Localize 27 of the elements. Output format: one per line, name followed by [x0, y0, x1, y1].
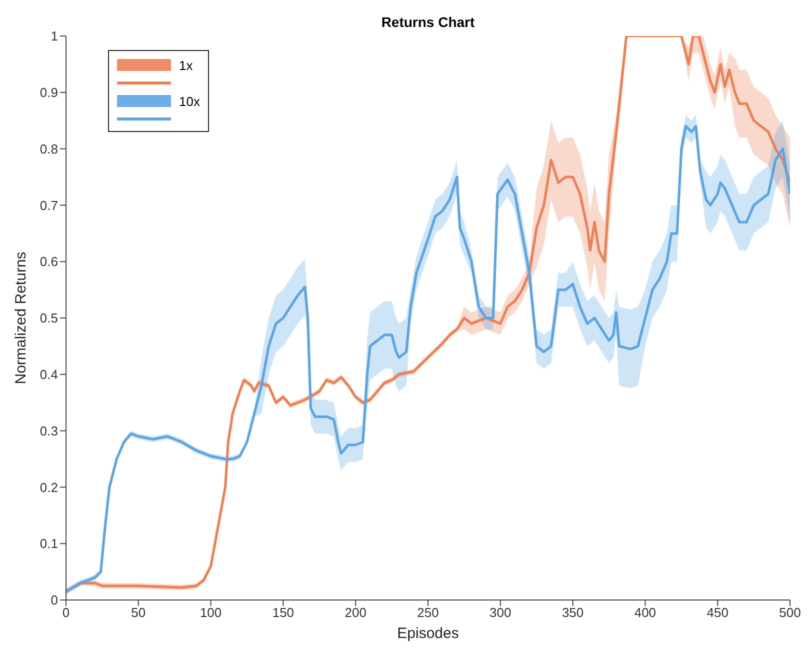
y-tick-label: 0.1	[40, 536, 58, 552]
y-tick-label: 0.7	[40, 198, 58, 213]
y-axis-title: Normalized Returns	[12, 252, 30, 384]
x-tick-label: 300	[490, 605, 512, 620]
y-tick-label: 0.2	[40, 480, 58, 495]
legend-label: 1x	[179, 58, 193, 72]
y-tick-label: 0.4	[40, 367, 58, 382]
x-tick-label: 450	[706, 605, 728, 620]
x-tick-label: 400	[634, 605, 656, 620]
y-tick-label: 0	[50, 592, 58, 608]
x-tick-label: 150	[272, 605, 294, 620]
y-tick-label: 0.3	[40, 423, 58, 438]
y-tick-label: 1	[50, 28, 58, 44]
chart-title: Returns Chart	[380, 14, 476, 30]
x-axis-title: Episodes	[397, 625, 459, 642]
x-tick-label: 50	[131, 605, 146, 620]
x-tick-label: 500	[779, 605, 801, 620]
y-tick-label: 0.6	[40, 254, 58, 270]
legend-label: 10x	[179, 94, 200, 108]
x-tick-label: 100	[200, 605, 222, 620]
y-tick-label: 0.5	[40, 310, 58, 326]
x-tick-label: 200	[344, 605, 366, 620]
x-tick-label: 250	[417, 605, 439, 620]
y-tick-label: 0.8	[40, 141, 58, 156]
x-tick-label: 350	[562, 605, 584, 620]
x-tick-label: 0	[62, 605, 70, 620]
y-tick-label: 0.9	[40, 85, 58, 100]
